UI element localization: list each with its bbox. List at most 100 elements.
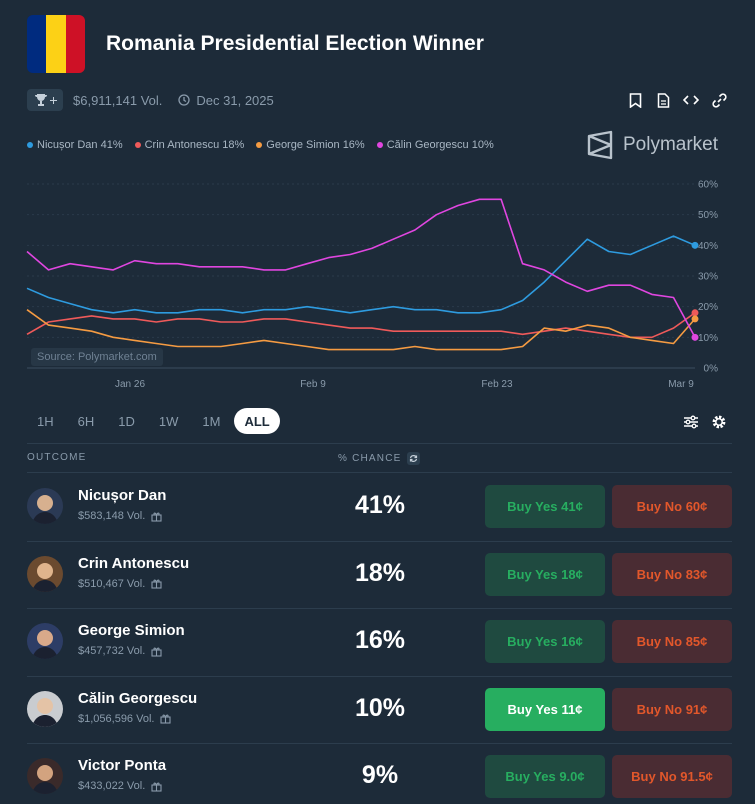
refresh-icon[interactable] xyxy=(406,452,420,465)
plus-icon xyxy=(49,96,57,104)
time-range-selector: 1H 6H 1D 1W 1M ALL xyxy=(27,408,280,434)
embed-code-icon[interactable] xyxy=(682,91,700,109)
gift-icon[interactable] xyxy=(151,646,162,657)
divider xyxy=(27,675,732,677)
range-button-1d[interactable]: 1D xyxy=(118,413,135,429)
volume-text: $510,467 Vol. xyxy=(78,577,146,590)
candidate-name[interactable]: Călin Georgescu xyxy=(78,689,198,707)
price-history-chart: 60% 50% 40% 30% 20% 10% 0% Jan 26 Feb 9 Feb 23 Mar… xyxy=(26,180,719,390)
trophy-button[interactable] xyxy=(27,89,63,111)
volume-text: $433,022 Vol. xyxy=(78,780,146,792)
candidate-volume: $510,467 Vol. xyxy=(78,578,162,590)
legend-dot xyxy=(376,142,383,148)
candidate-avatar xyxy=(27,623,63,659)
market-volume: $6,911,141 Vol. xyxy=(73,92,163,108)
legend-dot xyxy=(27,142,33,148)
y-tick-label: 20% xyxy=(698,302,718,313)
candidate-name[interactable]: George Simion xyxy=(78,622,185,639)
divider xyxy=(27,540,732,542)
chart-controls xyxy=(682,413,728,431)
sliders-icon[interactable] xyxy=(682,413,700,431)
legend-label: Nicușor Dan 41% xyxy=(37,139,123,151)
gift-icon[interactable] xyxy=(151,578,162,589)
x-tick-label: Feb 23 xyxy=(481,379,513,390)
legend-dot xyxy=(256,142,263,148)
legend-item: Crin Antonescu 18% xyxy=(134,139,245,151)
candidate-avatar xyxy=(27,488,63,524)
x-tick-label: Jan 26 xyxy=(115,379,145,390)
chart-legend: Nicușor Dan 41% Crin Antonescu 18% George … xyxy=(27,139,494,151)
y-tick-label: 40% xyxy=(698,241,718,252)
y-tick-label: 0% xyxy=(704,364,719,375)
buy-no-button[interactable]: Buy No 60¢ xyxy=(612,485,732,528)
buy-no-button[interactable]: Buy No 91.5¢ xyxy=(612,755,732,798)
polymarket-mark-icon xyxy=(587,130,613,160)
document-icon[interactable] xyxy=(654,91,672,109)
divider xyxy=(27,608,732,609)
buy-yes-button[interactable]: Buy Yes 18¢ xyxy=(485,552,605,596)
volume-text: $457,732 Vol. xyxy=(78,645,146,657)
gear-icon[interactable] xyxy=(710,413,728,431)
candidate-name[interactable]: Crin Antonescu xyxy=(78,554,190,572)
chance-value: 10% xyxy=(354,693,406,722)
outcome-row[interactable]: Crin Antonescu $510,467 Vol. 18% Buy Yes 18… xyxy=(27,541,732,608)
legend-label: George Simion 16% xyxy=(266,139,365,151)
y-tick-label: 10% xyxy=(698,333,718,344)
buy-no-button[interactable]: Buy No 85¢ xyxy=(612,620,732,663)
series-endpoint xyxy=(691,309,699,317)
legend-item: Nicușor Dan 41% xyxy=(27,139,123,151)
series-endpoint xyxy=(691,333,699,341)
chance-header-label: % CHANCE xyxy=(338,453,402,464)
outcome-row[interactable]: Victor Ponta $433,022 Vol. 9% Buy Yes 9.0¢ B… xyxy=(27,743,732,804)
legend-dot xyxy=(134,142,141,148)
gift-icon[interactable] xyxy=(151,511,162,522)
gift-icon[interactable] xyxy=(160,713,172,724)
market-end-date: Dec 31, 2025 xyxy=(178,92,274,108)
chance-value: 9% xyxy=(361,761,399,789)
buy-yes-button[interactable]: Buy Yes 41¢ xyxy=(485,485,605,528)
range-button-1w[interactable]: 1W xyxy=(158,413,179,429)
chance-value: 16% xyxy=(354,626,406,654)
polymarket-logo: Polymarket xyxy=(586,130,718,160)
range-button-6h[interactable]: 6H xyxy=(77,413,95,429)
chance-value: 18% xyxy=(354,558,406,587)
y-tick-label: 50% xyxy=(698,210,718,221)
x-tick-label: Mar 9 xyxy=(668,379,694,390)
candidate-avatar xyxy=(27,690,63,727)
buy-yes-button[interactable]: Buy Yes 11¢ xyxy=(485,687,605,731)
volume-text: $583,148 Vol. xyxy=(78,510,146,522)
range-button-all[interactable]: ALL xyxy=(234,408,280,434)
candidate-avatar xyxy=(27,555,63,592)
link-icon[interactable] xyxy=(710,91,728,109)
buy-yes-button[interactable]: Buy Yes 16¢ xyxy=(485,620,605,663)
candidate-name[interactable]: Victor Ponta xyxy=(78,757,167,774)
buy-yes-button[interactable]: Buy Yes 9.0¢ xyxy=(485,755,605,798)
buy-no-button[interactable]: Buy No 83¢ xyxy=(612,552,732,596)
series-line xyxy=(26,312,696,339)
x-tick-label: Feb 9 xyxy=(300,379,326,390)
buy-no-button[interactable]: Buy No 91¢ xyxy=(612,687,732,731)
outcome-row[interactable]: Nicușor Dan $583,148 Vol. 41% Buy Yes 41¢ Bu… xyxy=(27,473,732,540)
flag-stripe-blue xyxy=(27,15,47,73)
trophy-icon xyxy=(34,94,47,106)
series-line xyxy=(26,198,696,338)
legend-label: Călin Georgescu 10% xyxy=(386,139,494,151)
market-meta: $6,911,141 Vol. Dec 31, 2025 xyxy=(27,89,274,111)
candidate-volume: $1,056,596 Vol. xyxy=(78,713,172,725)
bookmark-icon[interactable] xyxy=(626,91,644,109)
page-title: Romania Presidential Election Winner xyxy=(106,32,484,55)
candidate-volume: $583,148 Vol. xyxy=(78,510,162,522)
candidate-name[interactable]: Nicușor Dan xyxy=(78,487,167,504)
outcome-row[interactable]: George Simion $457,732 Vol. 16% Buy Yes 16¢… xyxy=(27,608,732,675)
series-endpoint xyxy=(691,241,699,249)
gift-icon[interactable] xyxy=(151,781,162,792)
divider xyxy=(27,743,732,744)
y-tick-label: 60% xyxy=(698,180,718,191)
range-button-1h[interactable]: 1H xyxy=(37,413,54,429)
candidate-avatar xyxy=(27,758,63,794)
y-tick-label: 30% xyxy=(698,272,718,283)
legend-label: Crin Antonescu 18% xyxy=(144,139,245,151)
outcome-row[interactable]: Călin Georgescu $1,056,596 Vol. 10% Buy Yes… xyxy=(27,676,732,743)
range-button-1m[interactable]: 1M xyxy=(202,413,221,429)
end-date-text: Dec 31, 2025 xyxy=(196,92,274,108)
